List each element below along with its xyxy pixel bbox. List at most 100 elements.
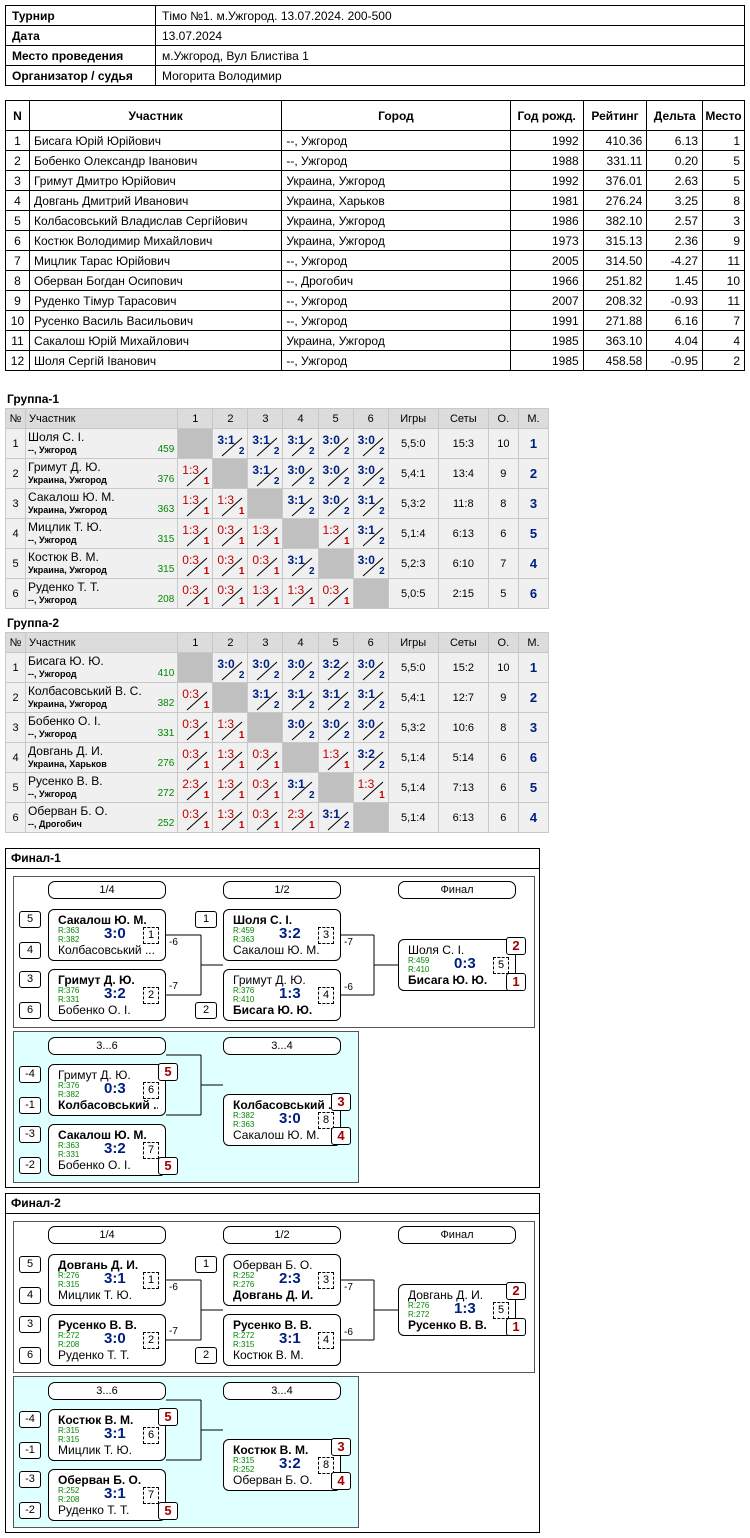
table-row: 5 Колбасовський Владислав Сергійович Украи…	[5, 210, 745, 231]
table-cell: 1973	[509, 230, 584, 251]
score-value: 3:0	[322, 717, 340, 731]
score-cell: 3:1 2	[247, 682, 284, 713]
slash-icon	[186, 527, 208, 547]
score-cell: 3:0 2	[247, 652, 284, 683]
slash-icon	[222, 781, 243, 801]
group-row: 4 Довгань Д. И. Украина, Харьков 276 0:3 1 1:3…	[4, 742, 550, 773]
score-value: 3:0	[357, 553, 375, 567]
score-cell: 3:0 2	[317, 712, 354, 743]
table-cell: 315.13	[582, 230, 648, 251]
match-points: 1	[344, 536, 350, 547]
points-cell: 9	[487, 458, 519, 489]
slash-icon	[186, 587, 208, 607]
score-value: 3:0	[357, 463, 375, 477]
seed-box: 5	[19, 911, 41, 928]
place-cell: 3	[517, 712, 550, 743]
match-points: 1	[238, 790, 245, 801]
match-number: 1	[143, 1272, 159, 1289]
participant-name: Гримут Д. Ю.	[28, 460, 101, 474]
points-cell: 6	[487, 802, 519, 833]
player-1-name: Русенко В. В.	[58, 1318, 137, 1332]
column-header: М.	[517, 408, 550, 429]
match-points: 1	[344, 760, 350, 771]
group-row: 3 Сакалош Ю. М. Украина, Ужгород 363 1:3 1 1:3…	[4, 488, 550, 519]
score-value: 3:1	[357, 493, 375, 507]
participant-rating: 252	[157, 818, 175, 829]
slash-icon	[222, 751, 243, 771]
table-cell: Оберван Богдан Осипович	[28, 270, 283, 291]
column-header: Игры	[387, 408, 439, 429]
match-points: 2	[379, 670, 385, 681]
match-points: 1	[238, 820, 245, 831]
match-points: 2	[379, 536, 385, 547]
table-cell: 376.01	[582, 170, 648, 191]
row-number: 2	[4, 458, 27, 489]
slash-icon	[186, 781, 208, 801]
player-2-rating: R:208	[58, 1495, 80, 1504]
table-cell: 10	[5, 310, 30, 331]
table-cell: 1981	[509, 190, 584, 211]
match-points: 1	[273, 596, 280, 607]
score-cell: 1:3 1	[212, 712, 249, 743]
match-score: 3:1	[279, 1330, 301, 1347]
table-cell: -0.95	[646, 350, 704, 371]
score-cell: 3:0 2	[352, 712, 389, 743]
column-header: 3	[247, 632, 284, 653]
round-label: 1/2	[223, 881, 341, 899]
score-value: 1:3	[217, 807, 235, 821]
score-cell: 3:0 2	[352, 458, 389, 489]
slash-icon	[257, 587, 278, 607]
self-cell	[352, 578, 389, 609]
match-box: Колбасовський ... R:382 R:363 3:0 8 Сакалош Ю…	[223, 1094, 341, 1146]
sets-cell: 11:8	[437, 488, 489, 519]
match-number: 6	[143, 1427, 159, 1444]
player-1-name: Сакалош Ю. М.	[58, 913, 147, 927]
slash-icon	[292, 661, 313, 681]
slash-icon	[222, 437, 243, 457]
info-row: Дата 13.07.2024	[5, 25, 745, 46]
seed-box: -1	[19, 1097, 41, 1114]
score-cell: 0:3 1	[317, 578, 354, 609]
table-cell: -0.93	[646, 290, 704, 311]
match-points: 2	[379, 730, 385, 741]
score-value: 1:3	[217, 717, 235, 731]
player-1-name: Костюк В. М.	[233, 1443, 309, 1457]
column-header: М.	[517, 632, 550, 653]
table-cell: 382.10	[582, 210, 648, 231]
score-value: 3:0	[322, 493, 340, 507]
sets-cell: 15:2	[437, 652, 489, 683]
place-cell: 3	[517, 488, 550, 519]
seed-box: -2	[19, 1502, 41, 1519]
participant-name: Довгань Д. И.	[28, 744, 104, 758]
match-points: 2	[379, 476, 385, 487]
table-cell: 314.50	[582, 250, 648, 271]
table-cell: 1988	[509, 150, 584, 171]
place-cell: 4	[517, 802, 550, 833]
participant-cell: Русенко В. В. --, Ужгород 272	[25, 772, 179, 803]
player-1-rating: R:276	[58, 1271, 80, 1280]
self-cell	[212, 458, 249, 489]
player-2-name: Оберван Б. О.	[233, 1473, 313, 1487]
match-points: 1	[203, 596, 210, 607]
score-cell: 3:0 2	[317, 488, 354, 519]
table-cell: 208.32	[582, 290, 648, 311]
self-cell	[317, 548, 354, 579]
score-value: 0:3	[252, 777, 270, 791]
loser-destination: -7	[344, 937, 353, 948]
row-number: 6	[4, 578, 27, 609]
table-cell: 1992	[509, 130, 584, 151]
slash-icon	[222, 721, 243, 741]
score-value: 3:0	[252, 657, 270, 671]
table-cell: 1	[702, 130, 745, 151]
table-row: 1 Бисага Юрій Юрійович --, Ужгород 1992 410.…	[5, 130, 745, 151]
points-cell: 8	[487, 712, 519, 743]
column-header: Участник	[28, 100, 283, 131]
table-cell: --, Ужгород	[281, 350, 511, 371]
table-cell: Бисага Юрій Юрійович	[28, 130, 283, 151]
player-2-rating: R:208	[58, 1340, 80, 1349]
slash-icon	[292, 587, 313, 607]
column-header: Рейтинг	[582, 100, 648, 131]
table-cell: 4	[702, 330, 745, 351]
sets-cell: 13:4	[437, 458, 489, 489]
match-score: 1:3	[279, 985, 301, 1002]
